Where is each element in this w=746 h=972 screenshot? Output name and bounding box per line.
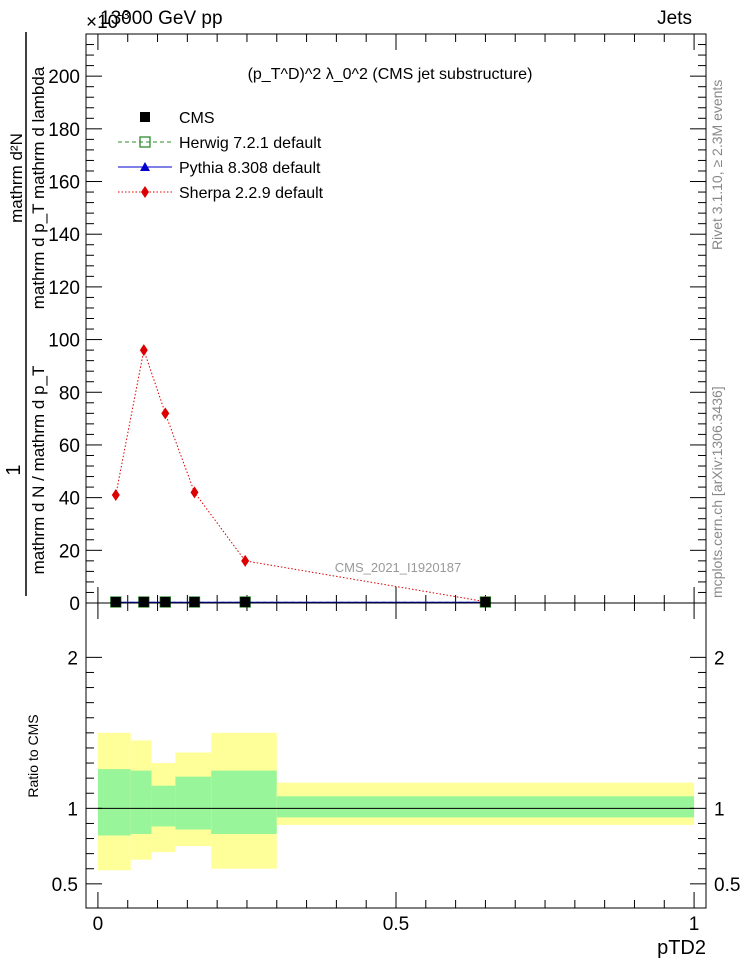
exponent-label: ×10 (86, 12, 118, 33)
series-3-point-0 (111, 488, 120, 501)
main-ytick-label-100: 100 (48, 331, 80, 352)
main-ylabel-numerator: mathrm d²N (7, 133, 26, 223)
series-0-point-3 (189, 597, 200, 607)
ratio-ytick-label-2: 2 (67, 648, 78, 669)
main-panel: 0 20 40 60 80 100 120 140 160 180 200 CMS Herwig 7.2… (48, 33, 707, 615)
legend-marker-2 (140, 162, 150, 171)
ratio-ytick-label-right-0: 0.5 (714, 875, 740, 896)
legend-marker-3 (141, 186, 149, 198)
main-ytick-label-160: 160 (48, 173, 80, 194)
mcplots-label: mcplots.cern.ch [arXiv:1306.3436] (709, 386, 725, 598)
ratio-inner-band-4 (211, 770, 277, 835)
ratio-inner-band-3 (175, 776, 212, 830)
ratio-ytick-label-1: 1 (67, 799, 78, 820)
ratio-inner-band-5 (276, 796, 695, 818)
ratio-ytick-label-0: 0.5 (52, 875, 78, 896)
plot-title: (p_T^D)^2 λ_0^2 (CMS jet substructure) (248, 66, 533, 83)
series-0-point-0 (110, 597, 121, 607)
process-label: Jets (657, 8, 692, 29)
energy-label: 13000 GeV pp (100, 8, 223, 29)
legend: CMS Herwig 7.2.1 default Pythia 8.308 defa… (118, 110, 324, 202)
rivet-label: Rivet 3.1.10, ≥ 2.3M events (709, 80, 725, 250)
main-ytick-label-120: 120 (48, 278, 80, 299)
ratio-xtick-label-1: 0.5 (383, 914, 409, 935)
main-ytick-label-60: 60 (59, 436, 80, 457)
series-0-point-5 (480, 597, 491, 607)
x-axis-label: pTD2 (657, 937, 706, 959)
main-ytick-label-140: 140 (48, 225, 80, 246)
series-0-point-4 (240, 597, 251, 607)
main-ytick-label-80: 80 (59, 383, 80, 404)
main-ytick-label-0: 0 (69, 594, 80, 615)
series-0-point-1 (138, 597, 149, 607)
main-ytick-label-40: 40 (59, 489, 80, 510)
main-ytick-label-200: 200 (48, 67, 80, 88)
series-3-point-4 (241, 554, 250, 567)
legend-marker-1 (139, 136, 151, 148)
legend-label-2: Pythia 8.308 default (179, 160, 321, 177)
ratio-ylabel: Ratio to CMS (25, 714, 41, 797)
ratio-inner-band-0 (97, 769, 131, 836)
series-0-point-2 (160, 597, 171, 607)
main-ylabel-denominator: mathrm d N / mathrm d p_T (29, 366, 48, 575)
ratio-panel: 0 0.5 1 0.5 0.5 1 1 2 2 (52, 602, 740, 935)
main-ylabel-inner-denominator: mathrm d p_T mathrm d lambda (29, 66, 48, 309)
series-3-point-2 (161, 407, 170, 420)
ratio-xtick-label-0: 0 (93, 914, 104, 935)
legend-label-0: CMS (179, 110, 215, 127)
legend-label-3: Sherpa 2.2.9 default (179, 185, 324, 202)
analysis-label: CMS_2021_I1920187 (335, 560, 462, 575)
series-line-3 (115, 348, 486, 603)
series-3-point-3 (190, 486, 199, 499)
series-3-point-1 (139, 344, 148, 357)
ratio-ytick-label-right-1: 1 (714, 799, 725, 820)
exponent-value: -3 (118, 7, 130, 22)
ratio-inner-band-1 (130, 770, 152, 835)
ratio-inner-band-2 (151, 785, 176, 827)
ratio-xtick-label-2: 1 (689, 914, 700, 935)
legend-label-1: Herwig 7.2.1 default (179, 135, 322, 152)
main-ylabel: 1 mathrm d N / mathrm d p_T mathrm d²N m… (3, 32, 48, 596)
legend-marker-0 (140, 112, 150, 122)
main-ytick-label-20: 20 (59, 541, 80, 562)
main-ylabel-one: 1 (3, 464, 25, 475)
main-ytick-label-180: 180 (48, 120, 80, 141)
ratio-ytick-label-right-2: 2 (714, 648, 725, 669)
